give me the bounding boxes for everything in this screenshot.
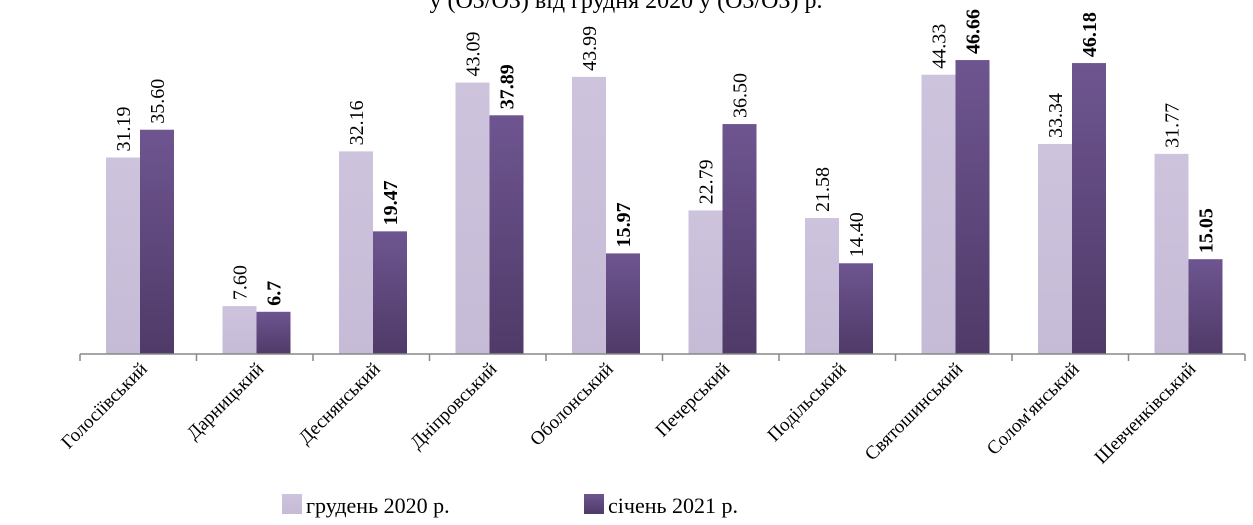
value-label-jan2021-5: 36.50 xyxy=(730,73,752,118)
value-label-dec2020-0: 31.19 xyxy=(113,107,135,152)
bar-dec2020-9 xyxy=(1154,153,1189,354)
bar-jan2021-7 xyxy=(955,60,990,355)
bar-jan2021-4 xyxy=(606,253,640,354)
category-label-4: Оболонський xyxy=(526,359,618,451)
bar-dec2020-0 xyxy=(106,157,140,354)
bar-jan2021-0 xyxy=(140,129,174,354)
category-label-7: Святошинський xyxy=(861,359,967,465)
category-label-1: Дарницький xyxy=(183,359,268,444)
bar-jan2021-3 xyxy=(489,115,524,354)
bar-dec2020-8 xyxy=(1038,143,1072,354)
bar-jan2021-1 xyxy=(256,311,291,354)
bar-dec2020-1 xyxy=(222,306,257,354)
value-label-dec2020-9: 31.77 xyxy=(1162,103,1184,148)
value-label-dec2020-3: 43.09 xyxy=(463,32,485,77)
value-label-dec2020-2: 32.16 xyxy=(346,100,368,145)
value-label-jan2021-1: 6.7 xyxy=(264,281,286,306)
value-label-jan2021-7: 46.66 xyxy=(963,9,985,54)
bar-dec2020-2 xyxy=(339,151,373,354)
bar-dec2020-5 xyxy=(688,210,723,354)
value-label-jan2021-8: 46.18 xyxy=(1079,12,1101,57)
legend: грудень 2020 р. січень 2021 р. xyxy=(282,493,738,518)
category-labels-layer: Голосіївський Дарницький Деснянський Дніпро… xyxy=(57,359,1200,469)
legend-swatch-jan2021 xyxy=(584,494,604,514)
value-label-jan2021-6: 14.40 xyxy=(846,212,868,257)
category-label-8: Солом'янський xyxy=(983,359,1084,460)
bar-jan2021-8 xyxy=(1072,63,1106,354)
category-label-9: Шевченківський xyxy=(1091,359,1201,469)
bar-jan2021-5 xyxy=(722,124,757,354)
value-label-jan2021-9: 15.05 xyxy=(1196,208,1218,253)
bars-layer xyxy=(106,60,1223,355)
x-axis-ticks xyxy=(79,354,1246,361)
value-label-dec2020-1: 7.60 xyxy=(230,265,252,300)
bar-dec2020-7 xyxy=(921,74,956,354)
bar-jan2021-2 xyxy=(373,231,407,354)
value-label-jan2021-3: 37.89 xyxy=(497,64,519,109)
value-label-dec2020-8: 33.34 xyxy=(1045,93,1067,138)
category-label-2: Деснянський xyxy=(295,359,385,449)
value-label-dec2020-6: 21.58 xyxy=(812,167,834,212)
bar-dec2020-6 xyxy=(805,218,839,354)
value-label-dec2020-7: 44.33 xyxy=(929,24,951,69)
chart-title-fragment: у (ОЗ/ОЗ) від грудня 2020 у (ОЗ/ОЗ) р. xyxy=(429,0,822,14)
value-label-jan2021-0: 35.60 xyxy=(147,79,169,124)
category-label-3: Дніпровський xyxy=(406,359,501,454)
legend-label-dec2020: грудень 2020 р. xyxy=(306,493,450,518)
category-label-6: Подільський xyxy=(764,359,851,446)
legend-label-jan2021: січень 2021 р. xyxy=(608,493,738,518)
value-label-jan2021-4: 15.97 xyxy=(613,202,635,247)
bar-jan2021-9 xyxy=(1188,259,1223,354)
category-label-5: Печерський xyxy=(652,359,735,442)
value-label-dec2020-4: 43.99 xyxy=(579,26,601,71)
category-label-0: Голосіївський xyxy=(57,359,151,453)
bar-dec2020-3 xyxy=(455,82,490,355)
value-labels-layer: 31.19 35.60 7.60 6.7 32.16 19.47 43.09 37.89 43.… xyxy=(113,9,1218,306)
bar-dec2020-4 xyxy=(572,76,606,354)
value-label-dec2020-5: 22.79 xyxy=(696,159,718,204)
legend-swatch-dec2020 xyxy=(282,494,302,514)
value-label-jan2021-2: 19.47 xyxy=(380,180,402,225)
bar-jan2021-6 xyxy=(839,263,873,354)
